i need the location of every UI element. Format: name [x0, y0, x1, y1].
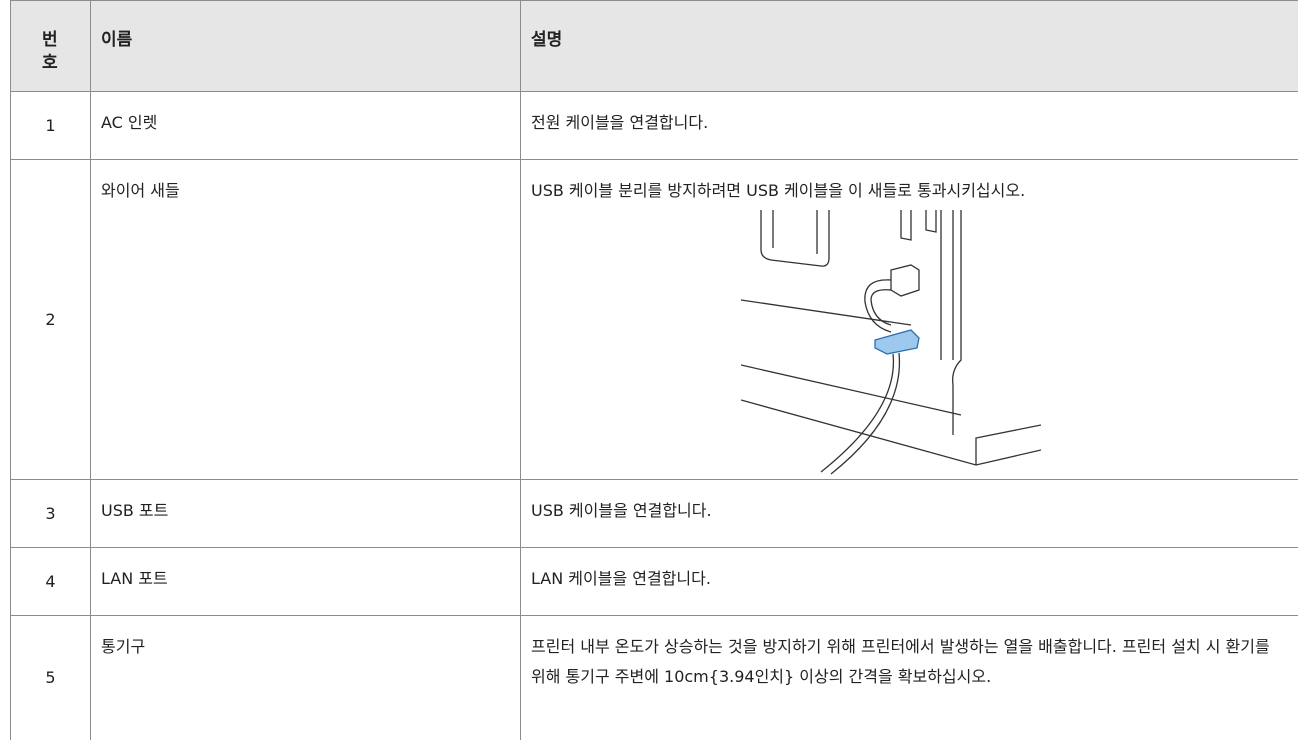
cell-text: 3: [45, 503, 56, 523]
name-cell: 통기구: [90, 615, 521, 740]
spec-table: 번호 이름 설명 1 AC 인렛 전원 케이블을 연결합니다. 2 와이어 새들 USB …: [10, 0, 1298, 740]
header-row: 번호 이름 설명: [10, 0, 1298, 92]
name-cell: USB 포트: [90, 479, 521, 548]
cell-text: AC 인렛: [101, 113, 158, 132]
cell-text: 통기구: [101, 637, 146, 656]
header-text: 번호: [42, 30, 58, 73]
table-row: 4 LAN 포트 LAN 케이블을 연결합니다.: [10, 547, 1298, 616]
cell-text: LAN 케이블을 연결합니다.: [531, 569, 711, 588]
cell-text: USB 케이블 분리를 방지하려면 USB 케이블을 이 새들로 통과시키십시오…: [531, 181, 1026, 200]
description-cell: USB 케이블 분리를 방지하려면 USB 케이블을 이 새들로 통과시키십시오…: [520, 159, 1298, 480]
cell-text: 2: [45, 309, 56, 329]
cell-text: USB 케이블을 연결합니다.: [531, 501, 712, 520]
table-row: 1 AC 인렛 전원 케이블을 연결합니다.: [10, 91, 1298, 160]
name-cell: LAN 포트: [90, 547, 521, 616]
header-cell: 설명: [520, 0, 1298, 92]
number-cell: 5: [10, 615, 91, 740]
number-cell: 3: [10, 479, 91, 548]
number-cell: 4: [10, 547, 91, 616]
cell-text: LAN 포트: [101, 569, 168, 588]
description-cell: 프린터 내부 온도가 상승하는 것을 방지하기 위해 프린터에서 발생하는 열을…: [520, 615, 1298, 740]
table-body: 1 AC 인렛 전원 케이블을 연결합니다. 2 와이어 새들 USB 케이블 분리를 방…: [10, 91, 1298, 740]
description-cell: LAN 케이블을 연결합니다.: [520, 547, 1298, 616]
wire-saddle-illustration: [741, 210, 1041, 475]
description-cell: USB 케이블을 연결합니다.: [520, 479, 1298, 548]
cell-text: 프린터 내부 온도가 상승하는 것을 방지하기 위해 프린터에서 발생하는 열을…: [531, 637, 1270, 686]
table-row: 3 USB 포트 USB 케이블을 연결합니다.: [10, 479, 1298, 548]
number-cell: 1: [10, 91, 91, 160]
name-cell: 와이어 새들: [90, 159, 521, 480]
cell-text: 전원 케이블을 연결합니다.: [531, 113, 709, 132]
number-cell: 2: [10, 159, 91, 480]
cell-text: USB 포트: [101, 501, 169, 520]
name-cell: AC 인렛: [90, 91, 521, 160]
cell-text: 5: [45, 667, 56, 687]
cell-text: 1: [45, 115, 56, 135]
description-cell: 전원 케이블을 연결합니다.: [520, 91, 1298, 160]
cell-text: 4: [45, 571, 56, 591]
cell-text: 와이어 새들: [101, 181, 180, 200]
table-row: 5 통기구 프린터 내부 온도가 상승하는 것을 방지하기 위해 프린터에서 발생하…: [10, 615, 1298, 740]
table-row: 2 와이어 새들 USB 케이블 분리를 방지하려면 USB 케이블을 이 새들로 …: [10, 159, 1298, 480]
header-cell: 번호: [10, 0, 91, 92]
header-cell: 이름: [90, 0, 521, 92]
